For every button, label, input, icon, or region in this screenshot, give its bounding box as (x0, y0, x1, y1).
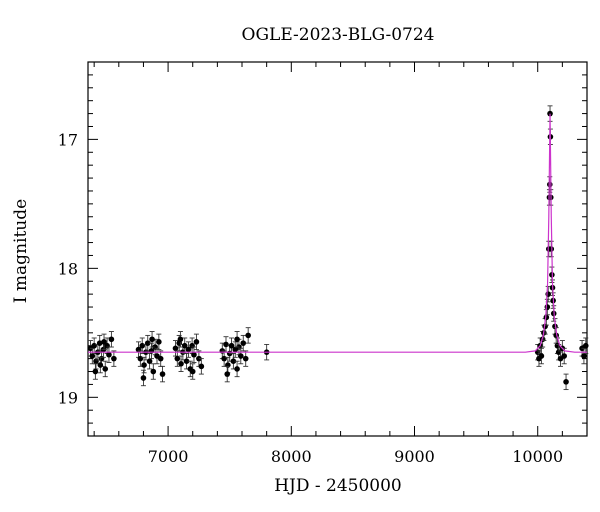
data-point (183, 358, 190, 365)
data-point (89, 353, 96, 359)
data-point (538, 353, 545, 359)
data-point (172, 345, 179, 352)
data-point (156, 339, 162, 345)
data-point (159, 371, 166, 377)
data-point (92, 368, 99, 375)
data-point (189, 368, 196, 375)
data-point (91, 342, 97, 349)
data-point (581, 353, 587, 359)
y-axis-label: I magnitude (11, 199, 31, 303)
data-point (582, 342, 589, 349)
model-curve (88, 113, 587, 353)
chart-title: OGLE-2023-BLG-0724 (242, 25, 435, 45)
data-point (193, 339, 200, 345)
data-point (185, 346, 192, 353)
x-tick-label: 10000 (512, 447, 563, 466)
data-point (146, 358, 153, 365)
plot-frame (87, 61, 588, 437)
data-point (111, 355, 117, 362)
data-point (234, 366, 240, 372)
data-point (224, 371, 231, 377)
data-point (101, 339, 107, 345)
data-point (245, 332, 251, 339)
data-point (234, 336, 240, 343)
data-point (174, 355, 181, 362)
data-point (150, 368, 157, 375)
data-point (221, 355, 227, 362)
data-point (139, 342, 146, 349)
data-point (223, 341, 229, 348)
data-point (198, 363, 205, 370)
data-point (242, 355, 249, 362)
data-point (149, 336, 155, 343)
data-point (240, 340, 247, 346)
y-tick-label: 19 (58, 388, 78, 407)
data-point (177, 336, 184, 343)
data-point (102, 366, 109, 372)
data-point (225, 362, 231, 368)
data-point (106, 351, 112, 358)
data-point (561, 353, 568, 359)
y-tick-label: 18 (58, 259, 78, 278)
data-point (563, 379, 569, 385)
data-point (230, 358, 237, 365)
x-axis-label: HJD - 2450000 (274, 476, 402, 496)
y-tick-label: 17 (58, 130, 78, 149)
data-point (144, 340, 151, 346)
data-point (545, 291, 551, 297)
data-point (141, 362, 147, 368)
data-point (544, 304, 551, 310)
data-point (108, 336, 115, 343)
data-point (140, 375, 147, 381)
data-point (181, 342, 188, 349)
data-point (228, 342, 235, 349)
data-point (137, 355, 144, 362)
x-tick-label: 9000 (394, 447, 435, 466)
x-tick-label: 8000 (271, 447, 312, 466)
x-tick-label: 7000 (148, 447, 189, 466)
data-point (178, 360, 184, 367)
data-point (97, 362, 104, 368)
plot-area: 7000 8000 9000 10000 17 18 19 (58, 61, 589, 466)
data-point (157, 355, 164, 362)
data-point (191, 351, 197, 358)
data-point (237, 353, 244, 359)
